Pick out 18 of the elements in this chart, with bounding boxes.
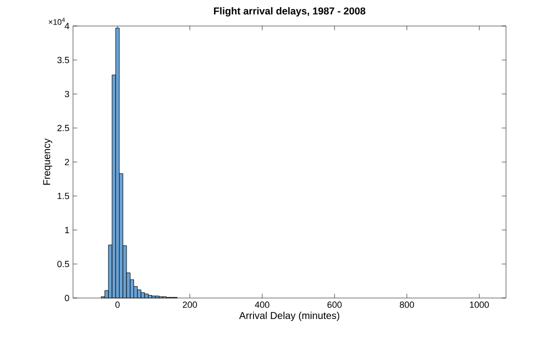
y-tick-label: 2 (64, 158, 70, 166)
y-tick-label: 1 (65, 226, 70, 234)
chart-title: Flight arrival delays, 1987 - 2008 (214, 7, 366, 16)
x-tick-label: 800 (400, 302, 414, 308)
y-tick-label: 2.5 (57, 124, 70, 132)
x-tick-label: 200 (182, 302, 197, 308)
y-tick-label: 0 (64, 294, 70, 302)
x-axis-title: Arrival Delay (minutes) (239, 312, 340, 321)
x-tick-label: 400 (254, 302, 270, 308)
x-tick-label: 600 (328, 302, 342, 308)
x-tick-label: 0 (115, 302, 120, 308)
y-tick-label: 4 (64, 22, 70, 30)
y-tick-label: 3.5 (57, 56, 70, 64)
y-axis-title: Frequency (43, 138, 52, 185)
y-tick-label: 1.5 (58, 192, 70, 200)
x-tick-label: 1000 (470, 302, 489, 308)
y-tick-label: 3 (64, 90, 70, 98)
y-tick-label: 0.5 (57, 260, 70, 268)
